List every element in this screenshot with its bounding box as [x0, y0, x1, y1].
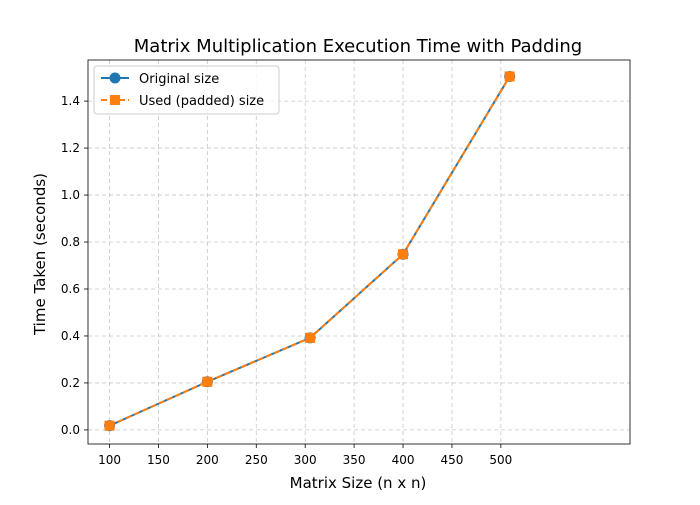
y-tick-label: 1.2 — [61, 141, 80, 155]
x-tick-label: 450 — [440, 453, 463, 467]
legend-box — [93, 65, 280, 115]
y-axis-title: Time Taken (seconds) — [31, 173, 49, 336]
x-tick-label: 350 — [343, 453, 366, 467]
data-point-used-padded-size — [202, 376, 213, 387]
x-tick-label: 150 — [147, 453, 170, 467]
y-tick-label: 0.2 — [61, 376, 80, 390]
legend-label-used-padded-size: Used (padded) size — [139, 94, 264, 109]
x-tick-label: 200 — [196, 453, 219, 467]
chart-title: Matrix Multiplication Execution Time wit… — [134, 36, 582, 57]
y-tick-label: 0.8 — [61, 235, 80, 249]
x-tick-label: 300 — [294, 453, 317, 467]
y-tick-label: 0.0 — [61, 423, 80, 437]
x-tick-label: 500 — [489, 453, 512, 467]
legend-marker-used-padded-size — [110, 95, 120, 105]
plot-series — [104, 70, 516, 432]
x-axis-title: Matrix Size (n x n) — [290, 474, 427, 492]
data-point-used-padded-size — [104, 420, 115, 431]
axis-ticks: 100 150 200 250 300 350 400 450 500 0.0 0.2 0.4 0.6 0… — [61, 94, 512, 467]
plot-frame — [87, 59, 631, 445]
y-tick-label: 0.4 — [61, 329, 80, 343]
legend-label-original-size: Original size — [139, 72, 219, 87]
legend-marker-original-size — [109, 72, 121, 84]
x-tick-label: 250 — [245, 453, 268, 467]
data-point-used-padded-size — [504, 71, 515, 82]
grid-lines — [88, 60, 630, 444]
data-point-used-padded-size — [305, 332, 316, 343]
x-tick-label: 100 — [98, 453, 121, 467]
y-tick-label: 1.0 — [61, 188, 80, 202]
y-tick-label: 1.4 — [61, 94, 80, 108]
data-point-used-padded-size — [398, 249, 409, 260]
y-tick-label: 0.6 — [61, 282, 80, 296]
legend: Original size Used (padded) size — [93, 65, 280, 115]
x-tick-label: 400 — [392, 453, 415, 467]
